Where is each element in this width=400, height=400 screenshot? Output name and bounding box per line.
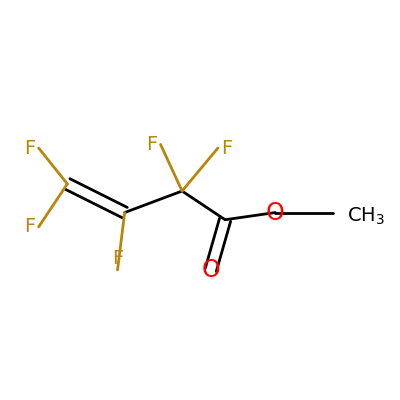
- Text: F: F: [112, 249, 123, 268]
- Text: O: O: [201, 258, 220, 282]
- Text: F: F: [222, 138, 233, 158]
- Text: F: F: [24, 138, 35, 158]
- Text: O: O: [266, 200, 285, 224]
- Text: CH$_3$: CH$_3$: [347, 206, 385, 227]
- Text: F: F: [146, 135, 157, 154]
- Text: F: F: [24, 217, 35, 236]
